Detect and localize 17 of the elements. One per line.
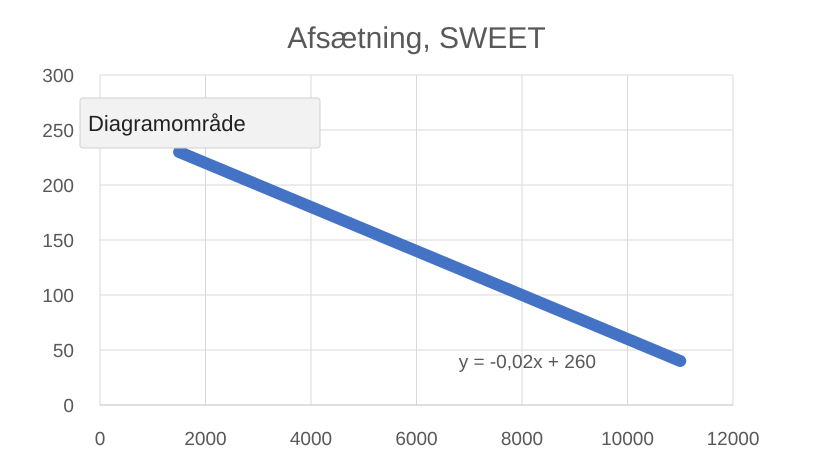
x-tick-label: 12000 — [706, 429, 760, 450]
x-tick-label: 2000 — [184, 429, 227, 450]
annotation: Diagramområde — [88, 111, 246, 136]
annotation: y = -0,02x + 260 — [458, 352, 596, 373]
chart-title: Afsætning, SWEET — [287, 22, 546, 55]
x-tick-label: 6000 — [395, 429, 438, 450]
y-tick-label: 50 — [52, 341, 74, 362]
y-tick-label: 0 — [63, 396, 74, 417]
x-tick-label: 0 — [94, 429, 106, 450]
y-tick-label: 200 — [42, 176, 74, 197]
x-tick-label: 4000 — [290, 429, 332, 450]
x-tick-label: 8000 — [500, 429, 544, 450]
y-tick-label: 250 — [42, 121, 74, 142]
y-tick-label: 300 — [42, 66, 74, 87]
x-tick-label: 10000 — [601, 429, 654, 450]
y-tick-label: 100 — [42, 286, 74, 307]
y-tick-label: 150 — [42, 231, 74, 252]
